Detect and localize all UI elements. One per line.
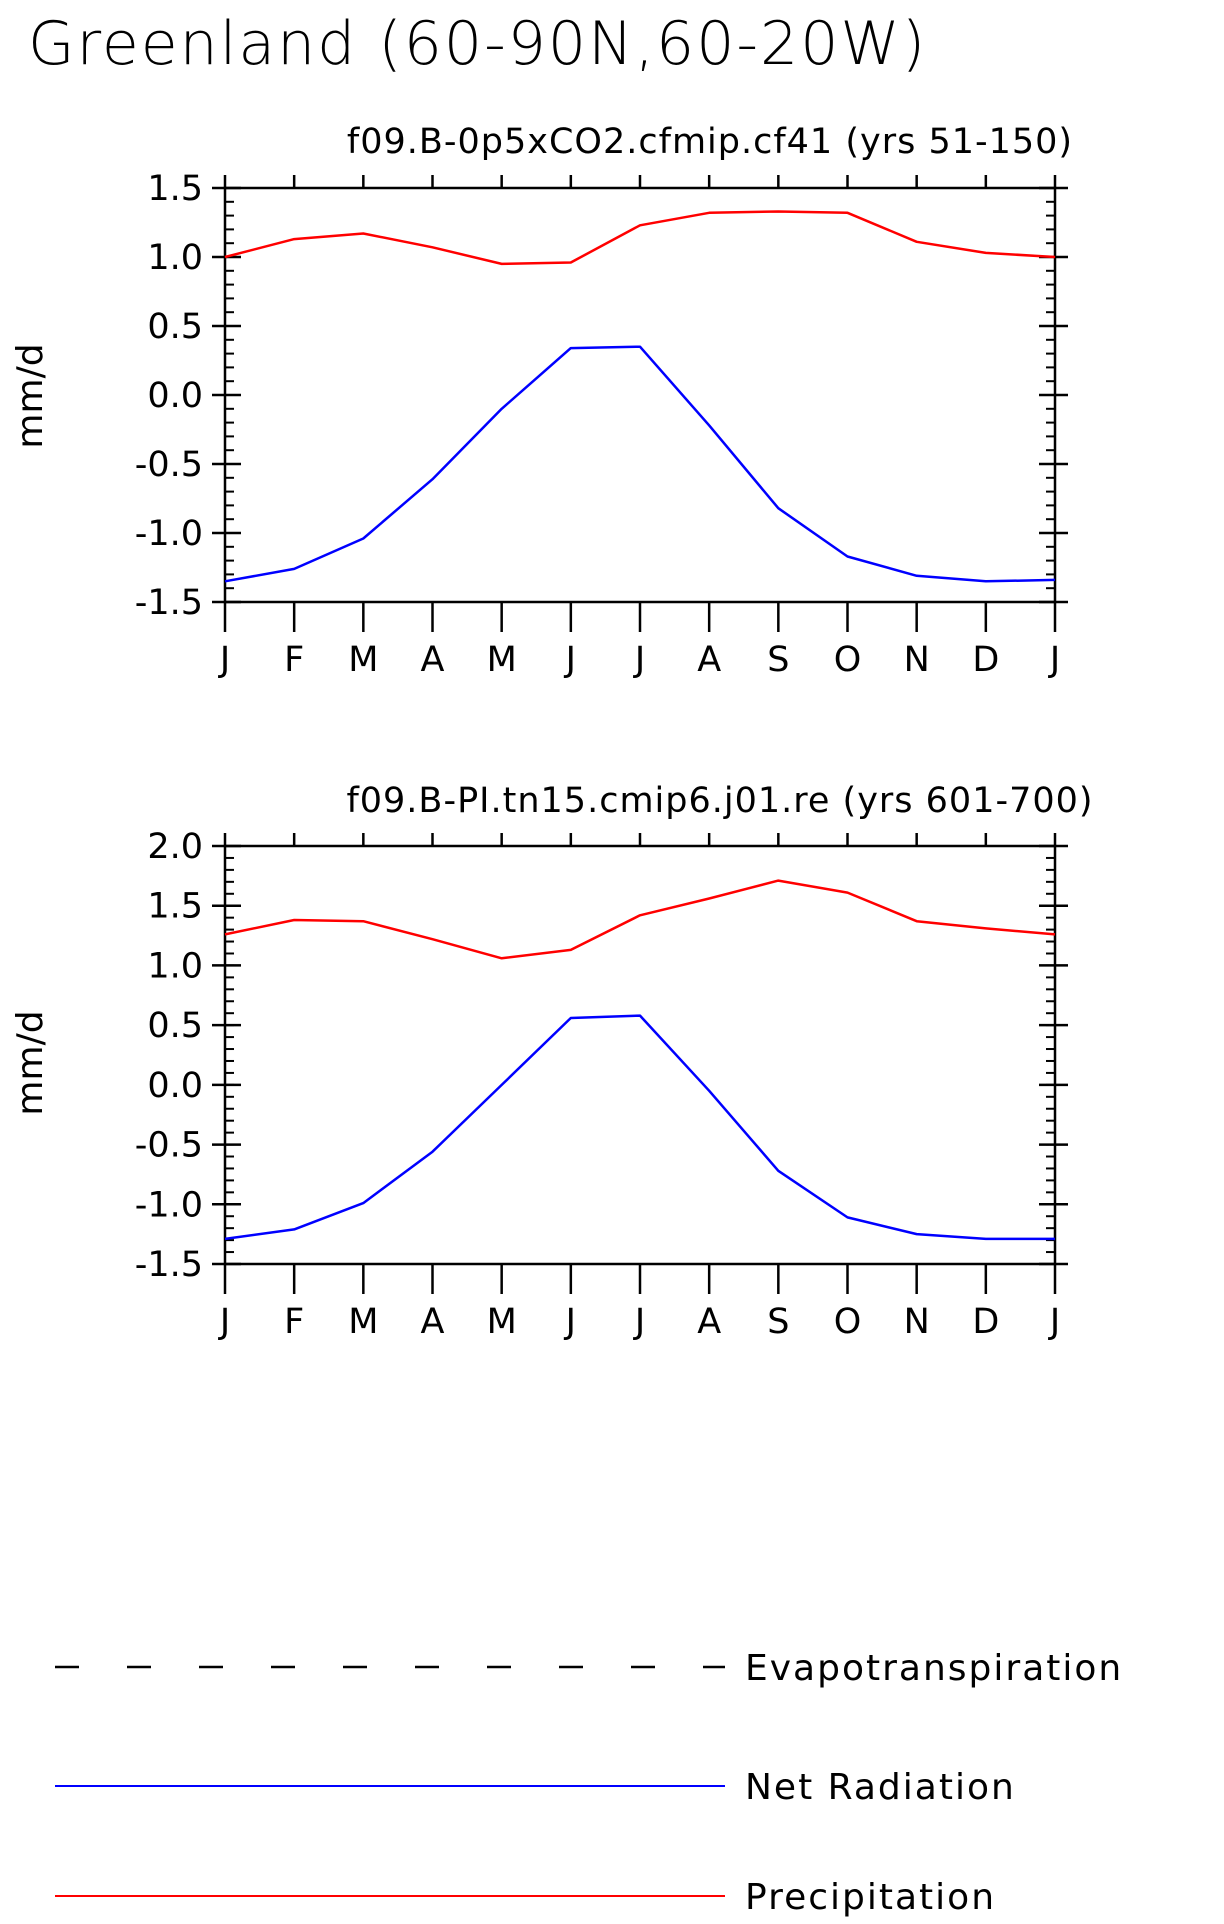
x-tick-label: D — [972, 1302, 999, 1342]
x-tick-label: J — [218, 640, 230, 680]
y-tick-label: -1.5 — [135, 583, 203, 623]
series-line-precipitation-bottom — [224, 879, 1056, 960]
y-tick-label: -1.0 — [135, 514, 203, 554]
x-tick-label: N — [904, 640, 930, 680]
x-tick-label: A — [421, 1302, 445, 1342]
legend: Evapotranspiration Net Radiation Precipi… — [55, 1648, 1123, 1918]
panel-title-top: f09.B-0p5xCO2.cfmip.cf41 (yrs 51-150) — [347, 122, 1073, 162]
x-tick-label: J — [1048, 640, 1060, 680]
y-tick-label: -1.0 — [135, 1185, 203, 1225]
x-tick-label: J — [633, 1302, 645, 1342]
y-tick-label: 1.5 — [147, 887, 203, 927]
chart-panel-bottom: f09.B-PI.tn15.cmip6.j01.re (yrs 601-700)… — [10, 781, 1093, 1342]
x-tick-label: S — [767, 1302, 789, 1342]
x-tick-label: S — [767, 640, 789, 680]
y-tick-label: 0.0 — [147, 1066, 203, 1106]
x-tick-label: J — [1048, 1302, 1060, 1342]
plot-frame-top — [223, 186, 1057, 604]
legend-label-precipitation: Precipitation — [745, 1877, 996, 1918]
x-tick-label: A — [697, 640, 721, 680]
legend-label-evapotranspiration: Evapotranspiration — [745, 1648, 1123, 1689]
series-line-precipitation-top — [224, 210, 1056, 266]
panel-title-bottom: f09.B-PI.tn15.cmip6.j01.re (yrs 601-700) — [346, 781, 1093, 821]
series-line-net-radiation-bottom — [224, 1014, 1055, 1241]
y-tick-label: -0.5 — [135, 1126, 203, 1166]
x-tick-label: M — [348, 1302, 378, 1342]
y-tick-label: -0.5 — [135, 445, 203, 485]
x-tick-label: J — [564, 1302, 576, 1342]
x-tick-label: M — [487, 1302, 517, 1342]
x-tick-label: N — [904, 1302, 930, 1342]
y-tick-label: 1.5 — [147, 169, 203, 209]
x-tick-label: F — [284, 640, 304, 680]
x-tick-label: J — [218, 1302, 230, 1342]
y-axis-label-top: mm/d — [10, 343, 51, 448]
series-line-net-radiation-top — [224, 345, 1056, 583]
y-tick-label: 0.5 — [147, 307, 203, 347]
x-tick-label: A — [421, 640, 445, 680]
figure-title: Greenland (60-90N,60-20W) — [28, 9, 927, 79]
x-tick-label: A — [697, 1302, 721, 1342]
plot-frame-bottom — [223, 844, 1057, 1266]
y-tick-label: 0.5 — [147, 1006, 203, 1046]
x-tick-label: J — [633, 640, 645, 680]
x-tick-label: O — [834, 640, 862, 680]
y-tick-label: -1.5 — [135, 1245, 203, 1285]
legend-label-net-radiation: Net Radiation — [745, 1767, 1016, 1808]
x-tick-label: F — [284, 1302, 304, 1342]
x-tick-label: M — [348, 640, 378, 680]
x-tick-label: O — [834, 1302, 862, 1342]
x-tick-label: M — [487, 640, 517, 680]
y-tick-label: 1.0 — [147, 946, 203, 986]
y-tick-label: 2.0 — [147, 827, 203, 867]
chart-panel-top: f09.B-0p5xCO2.cfmip.cf41 (yrs 51-150) mm… — [10, 122, 1073, 680]
y-tick-label: 1.0 — [147, 238, 203, 278]
y-tick-label: 0.0 — [147, 376, 203, 416]
y-axis-label-bottom: mm/d — [10, 1010, 51, 1115]
x-tick-label: J — [564, 640, 576, 680]
x-tick-label: D — [972, 640, 999, 680]
